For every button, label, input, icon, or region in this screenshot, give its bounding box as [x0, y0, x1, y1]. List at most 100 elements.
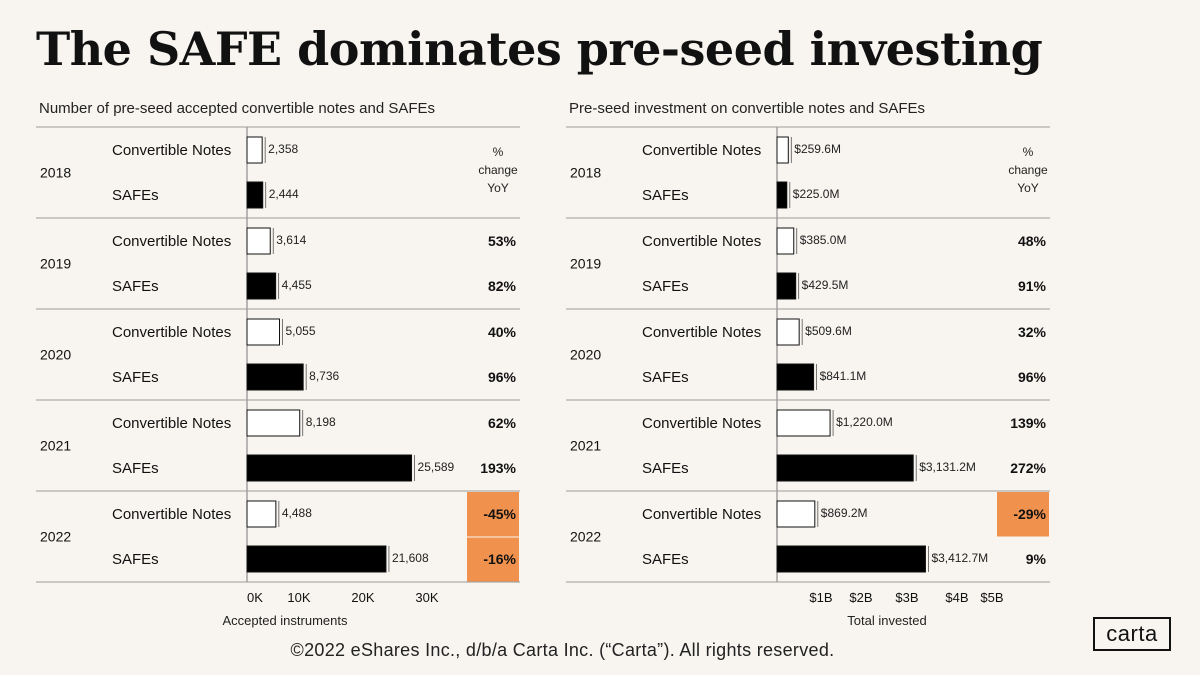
- data-label: $3,412.7M: [931, 551, 988, 565]
- note-bar: [776, 136, 789, 164]
- change-header: YoY: [1017, 181, 1039, 195]
- change-highlight: [467, 537, 519, 582]
- note-bar: [776, 409, 831, 437]
- note-bar: [246, 318, 281, 346]
- data-label: $3,131.2M: [919, 460, 976, 474]
- safes-label: SAFEs: [642, 369, 689, 386]
- x-tick-label: $2B: [849, 590, 872, 605]
- change-header: change: [478, 163, 518, 177]
- convertible-notes-label: Convertible Notes: [112, 233, 231, 250]
- safe-bar: [776, 363, 815, 391]
- x-tick-label: 0K: [247, 590, 263, 605]
- change-header: change: [1008, 163, 1048, 177]
- year-label: 2018: [570, 165, 601, 181]
- x-tick-label: $1B: [809, 590, 832, 605]
- accepted-instruments-svg: 2018 Convertible Notes 2,358 SAFEs 2,444 2019…: [36, 126, 520, 628]
- convertible-notes-label: Convertible Notes: [642, 324, 761, 341]
- year-label: 2018: [40, 165, 71, 181]
- yoy-change: 40%: [488, 324, 517, 340]
- yoy-change: 96%: [488, 369, 517, 385]
- convertible-notes-label: Convertible Notes: [112, 324, 231, 341]
- convertible-notes-label: Convertible Notes: [642, 233, 761, 250]
- copyright-footer: ©2022 eShares Inc., d/b/a Carta Inc. (“C…: [290, 640, 835, 660]
- yoy-change: -29%: [1013, 506, 1046, 522]
- note-bar: [246, 500, 277, 528]
- data-label: 21,608: [392, 551, 429, 565]
- data-label: $509.6M: [805, 324, 852, 338]
- safes-label: SAFEs: [112, 187, 159, 204]
- data-label: $841.1M: [820, 369, 867, 383]
- data-label: 4,488: [282, 506, 312, 520]
- yoy-change: -45%: [483, 506, 516, 522]
- x-axis-label: Total invested: [847, 613, 927, 628]
- convertible-notes-label: Convertible Notes: [642, 506, 761, 523]
- yoy-change: 62%: [488, 415, 517, 431]
- note-bar: [246, 136, 263, 164]
- year-label: 2019: [570, 256, 601, 272]
- yoy-change: 9%: [1026, 551, 1047, 567]
- yoy-change: 139%: [1010, 415, 1046, 431]
- safes-label: SAFEs: [642, 460, 689, 477]
- x-tick-label: $3B: [895, 590, 918, 605]
- safes-label: SAFEs: [112, 551, 159, 568]
- year-label: 2019: [40, 256, 71, 272]
- data-label: 25,589: [418, 460, 455, 474]
- data-label: 2,358: [268, 142, 298, 156]
- data-label: 3,614: [276, 233, 306, 247]
- data-label: $385.0M: [800, 233, 847, 247]
- note-bar: [246, 409, 301, 437]
- x-tick-label: 10K: [287, 590, 310, 605]
- safe-bar: [246, 363, 304, 391]
- note-bar: [776, 500, 816, 528]
- safe-bar: [246, 454, 413, 482]
- safes-label: SAFEs: [112, 369, 159, 386]
- safes-label: SAFEs: [112, 278, 159, 295]
- safes-label: SAFEs: [112, 460, 159, 477]
- note-bar: [246, 227, 271, 255]
- data-label: 8,736: [309, 369, 339, 383]
- data-label: 2,444: [269, 187, 299, 201]
- safe-bar: [776, 545, 926, 573]
- accepted-instruments-chart: Number of pre-seed accepted convertible …: [36, 100, 556, 640]
- data-label: $225.0M: [793, 187, 840, 201]
- safe-bar: [776, 272, 797, 300]
- change-highlight: [997, 492, 1049, 537]
- page-title: The SAFE dominates pre-seed investing: [36, 22, 1043, 76]
- convertible-notes-label: Convertible Notes: [112, 415, 231, 432]
- change-header: %: [493, 145, 504, 159]
- year-label: 2021: [40, 438, 71, 454]
- chart-title: Number of pre-seed accepted convertible …: [39, 100, 436, 117]
- yoy-change: 32%: [1018, 324, 1047, 340]
- yoy-change: 272%: [1010, 460, 1046, 476]
- yoy-change: 53%: [488, 233, 517, 249]
- carta-logo: carta: [1093, 617, 1171, 651]
- yoy-change: 82%: [488, 278, 517, 294]
- yoy-change: 91%: [1018, 278, 1047, 294]
- year-label: 2020: [570, 347, 601, 363]
- note-bar: [776, 227, 795, 255]
- data-label: 5,055: [286, 324, 316, 338]
- change-header: %: [1023, 145, 1034, 159]
- yoy-change: -16%: [483, 551, 516, 567]
- safe-bar: [246, 272, 277, 300]
- data-label: 8,198: [306, 415, 336, 429]
- safes-label: SAFEs: [642, 278, 689, 295]
- year-label: 2021: [570, 438, 601, 454]
- year-label: 2022: [40, 529, 71, 545]
- x-tick-label: $5B: [980, 590, 1003, 605]
- x-tick-label: 30K: [415, 590, 438, 605]
- safes-label: SAFEs: [642, 187, 689, 204]
- convertible-notes-label: Convertible Notes: [112, 506, 231, 523]
- yoy-change: 96%: [1018, 369, 1047, 385]
- data-label: $1,220.0M: [836, 415, 893, 429]
- change-highlight: [467, 492, 519, 537]
- chart-title: Pre-seed investment on convertible notes…: [569, 100, 926, 117]
- year-label: 2020: [40, 347, 71, 363]
- data-label: $259.6M: [794, 142, 841, 156]
- yoy-change: 48%: [1018, 233, 1047, 249]
- safe-bar: [776, 454, 914, 482]
- year-label: 2022: [570, 529, 601, 545]
- convertible-notes-label: Convertible Notes: [642, 142, 761, 159]
- convertible-notes-label: Convertible Notes: [642, 415, 761, 432]
- safe-bar: [776, 181, 788, 209]
